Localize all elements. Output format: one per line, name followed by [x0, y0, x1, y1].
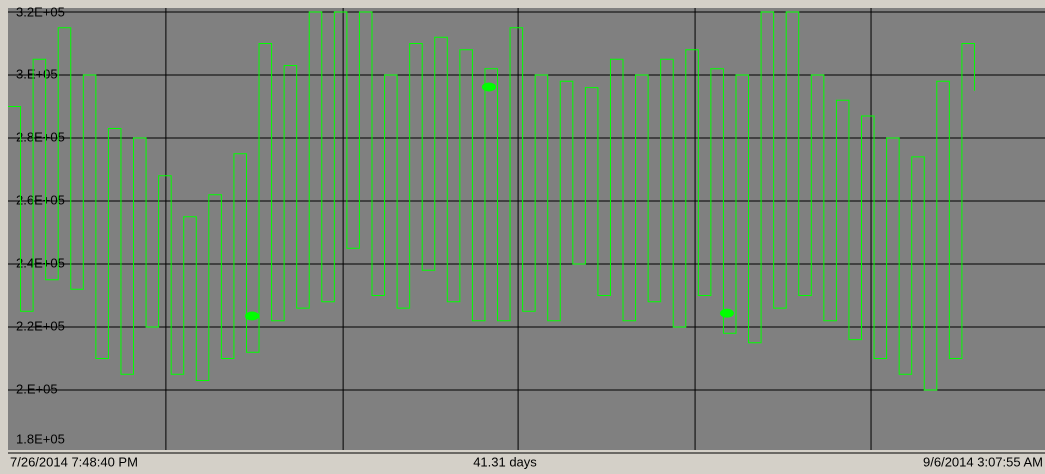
y-tick-label: 1.8E+05	[16, 431, 65, 446]
y-tick-label: 2.E+05	[16, 381, 58, 396]
marker	[245, 311, 259, 321]
x-end-label: 9/6/2014 3:07:55 AM	[923, 454, 1043, 469]
y-tick-label: 3.2E+05	[16, 4, 65, 19]
marker	[481, 82, 496, 92]
y-tick-label: 2.2E+05	[16, 318, 65, 333]
x-start-label: 7/26/2014 7:48:40 PM	[10, 454, 138, 469]
marker	[719, 308, 734, 318]
y-tick-label: 2.6E+05	[16, 192, 65, 207]
x-span-label: 41.31 days	[473, 454, 537, 469]
y-tick-label: 2.4E+05	[16, 255, 65, 270]
y-tick-label: 3.E+05	[16, 66, 58, 81]
data-line	[8, 11, 975, 391]
plot-area	[8, 8, 1045, 450]
y-tick-label: 2.8E+05	[16, 129, 65, 144]
